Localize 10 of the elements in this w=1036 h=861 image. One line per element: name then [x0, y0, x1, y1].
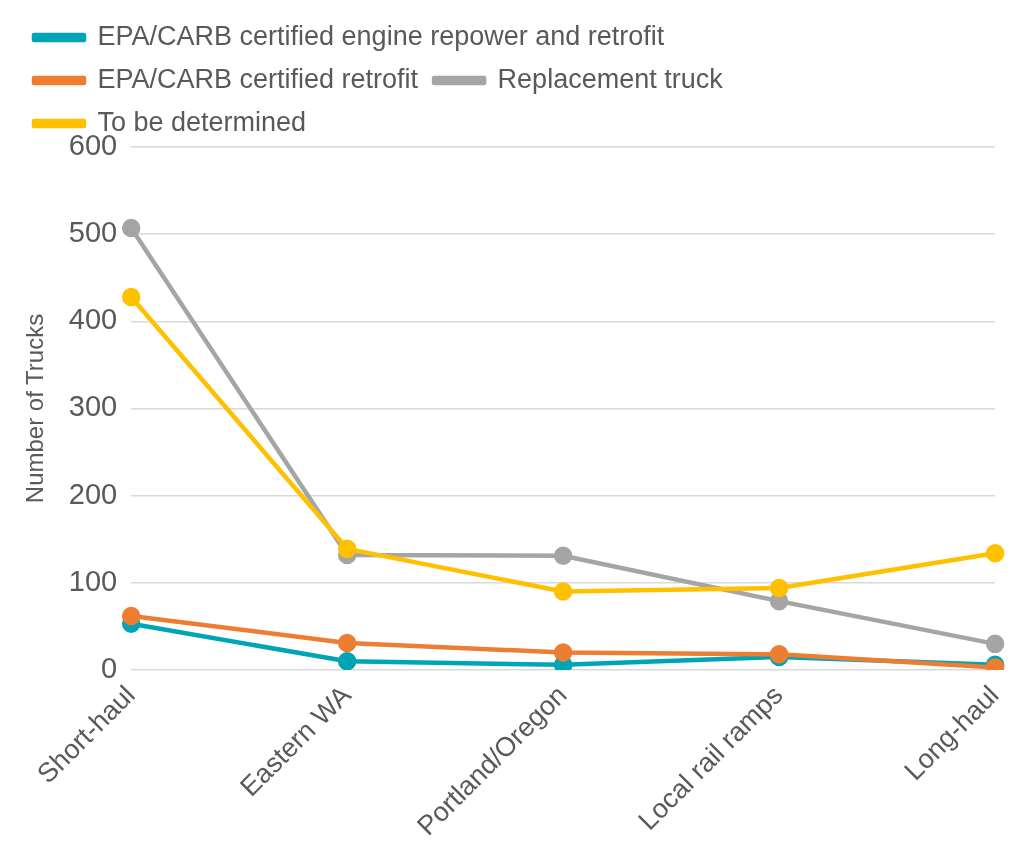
y-axis-title: Number of Trucks	[21, 313, 49, 504]
y-tick-label: 0	[101, 652, 118, 684]
legend-label: EPA/CARB certified engine repower and retrofit	[97, 20, 665, 51]
y-tick-label: 100	[68, 564, 118, 597]
y-tick-label: 500	[68, 216, 118, 249]
legend-label: EPA/CARB certified retrofit	[97, 63, 419, 94]
y-tick-label: 300	[68, 390, 118, 423]
legend-label: Replacement truck	[497, 63, 724, 94]
y-tick-label: 200	[68, 477, 118, 510]
y-tick-label: 400	[68, 303, 118, 336]
